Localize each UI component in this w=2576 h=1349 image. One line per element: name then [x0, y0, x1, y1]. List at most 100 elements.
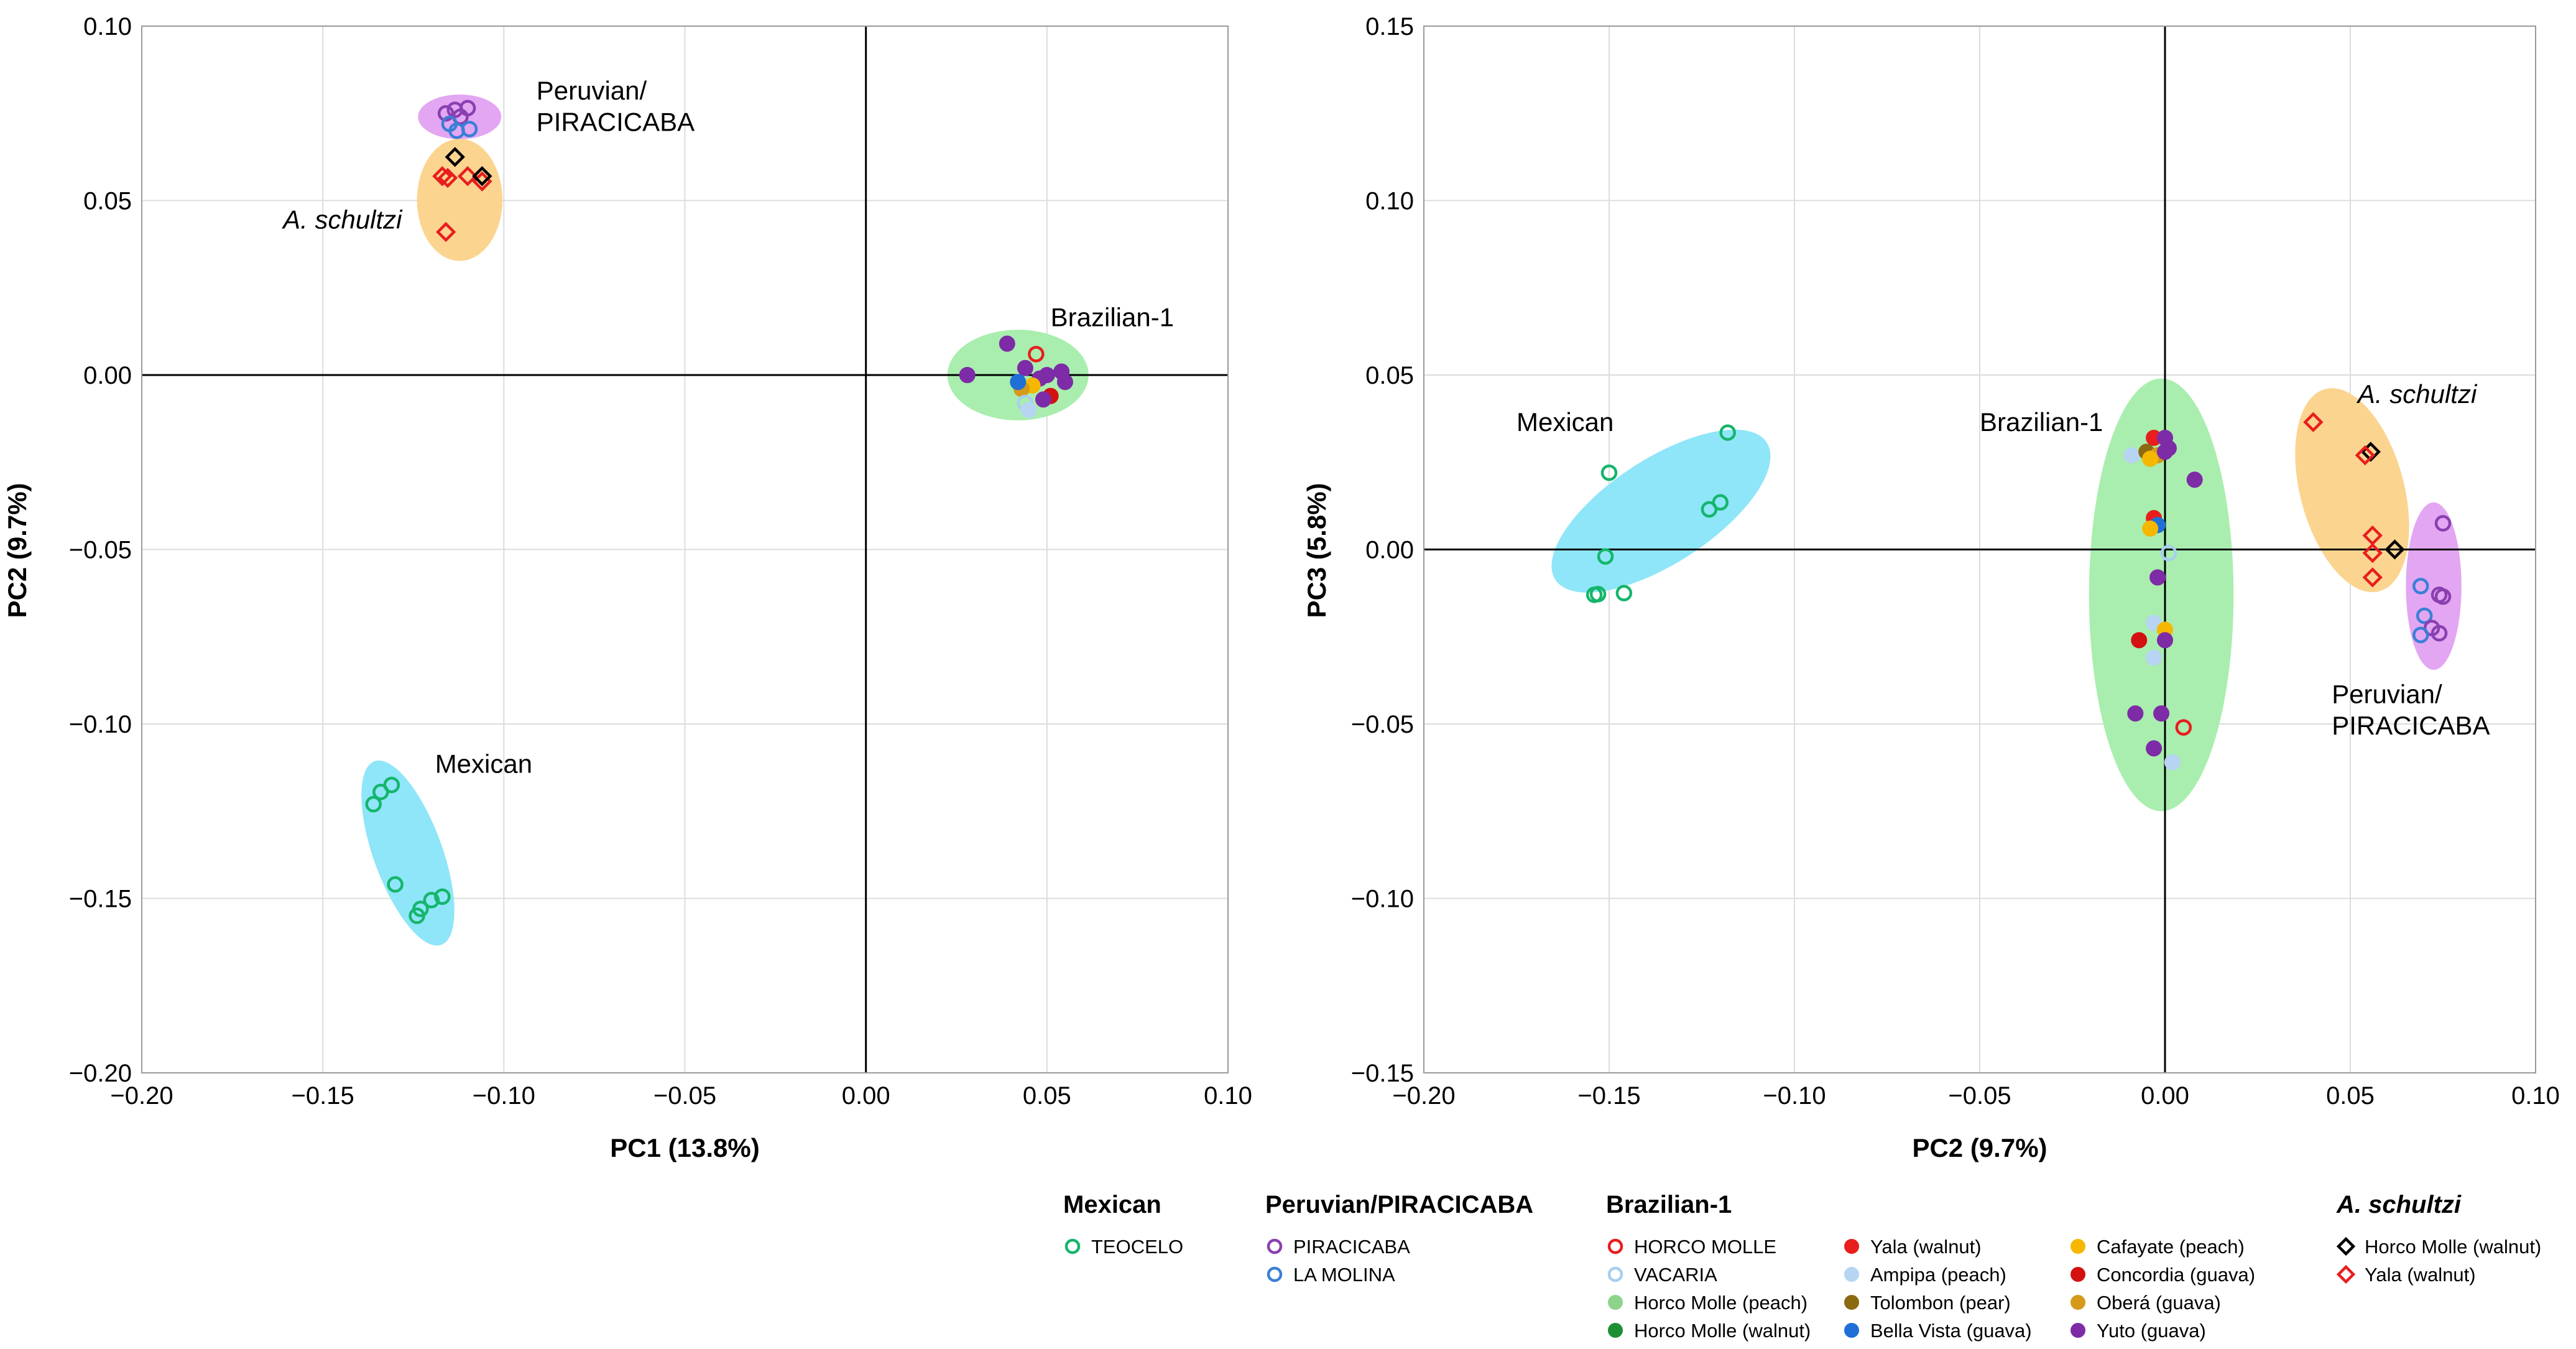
legend-marker-teocelo [1064, 1238, 1081, 1254]
group-label: PIRACICABA [2332, 711, 2490, 740]
group-label: Brazilian-1 [1051, 302, 1174, 331]
group-label: PIRACICABA [537, 107, 695, 136]
data-point-cafayate_peach [2142, 450, 2159, 467]
legend-item-label: Ampipa (peach) [1870, 1264, 2006, 1286]
legend-group-title: A. schultzi [2336, 1191, 2462, 1218]
legend-item-label: Bella Vista (guava) [1870, 1320, 2032, 1342]
data-point-schultzi_yala [437, 167, 458, 188]
legend-marker-horco_molle_walnut [1608, 1323, 1623, 1338]
legend-marker-vacaria [1607, 1266, 1623, 1282]
data-point-yuto_guava [2146, 740, 2163, 757]
plot-frame [1423, 25, 2536, 1073]
data-point-ampipa_peach [1020, 402, 1037, 419]
data-point-yuto_guava [959, 367, 976, 383]
data-point-schultzi_yala [2355, 445, 2376, 466]
legend-marker-cafayate_peach [2070, 1239, 2085, 1254]
legend-marker-horco_molle [1607, 1238, 1623, 1254]
y-tick-label: −0.20 [69, 1060, 132, 1087]
y-tick-label: 0.15 [1365, 13, 1414, 40]
y-tick-label: −0.05 [1351, 711, 1414, 738]
legend-marker-la_molina [1267, 1266, 1283, 1282]
data-point-piracicaba [2434, 588, 2452, 605]
data-point-vacaria [2160, 544, 2177, 562]
legend-marker-concordia_guava [2070, 1267, 2085, 1282]
data-point-concordia_guava [2131, 632, 2148, 649]
y-tick-label: −0.10 [69, 711, 132, 738]
data-point-teocelo [1600, 464, 1618, 481]
legend-item-label: HORCO MOLLE [1634, 1236, 1776, 1258]
data-point-teocelo [409, 907, 425, 924]
data-point-yuto_guava [2186, 471, 2203, 488]
x-tick-label: −0.15 [292, 1082, 354, 1110]
data-point-yuto_guava [2160, 440, 2177, 457]
y-axis-label: PC3 (5.8%) [1302, 483, 1331, 618]
x-axis-label: PC1 (13.8%) [610, 1133, 759, 1162]
legend-item-label: Horco Molle (peach) [1634, 1292, 1807, 1314]
y-tick-label: 0.00 [83, 362, 132, 389]
data-point-ampipa_peach [2146, 649, 2163, 666]
legend-item-label: LA MOLINA [1293, 1264, 1395, 1286]
data-point-cafayate_peach [2142, 520, 2159, 537]
data-point-la_molina [2412, 578, 2429, 595]
legend-group-title: Mexican [1063, 1191, 1161, 1218]
x-tick-label: 0.05 [2326, 1082, 2375, 1110]
legend-marker-obera_guava [2070, 1295, 2085, 1310]
y-tick-label: 0.10 [83, 13, 132, 40]
group-label: Brazilian-1 [1980, 407, 2103, 437]
x-tick-label: −0.15 [1577, 1082, 1640, 1110]
group-label: Mexican [435, 749, 532, 779]
y-tick-label: 0.05 [1365, 362, 1414, 389]
y-tick-label: −0.15 [1351, 1060, 1414, 1087]
group-label: Peruvian/ [2332, 679, 2442, 708]
group-label: A. schultzi [2356, 379, 2478, 409]
x-tick-label: −0.05 [1948, 1082, 2011, 1110]
data-point-yuto_guava [2127, 705, 2144, 722]
legend-item-label: Yuto (guava) [2097, 1320, 2206, 1342]
data-point-yuto_guava [2153, 705, 2170, 722]
data-point-la_molina [2416, 607, 2433, 624]
x-tick-label: 0.00 [2141, 1082, 2189, 1110]
group-label: A. schultzi [281, 205, 403, 234]
data-point-teocelo [387, 876, 404, 893]
data-point-horco_molle [2175, 719, 2192, 736]
x-tick-label: 0.05 [1023, 1082, 1071, 1110]
y-tick-label: −0.15 [69, 886, 132, 913]
cluster-ellipse-schultzi [417, 139, 503, 261]
data-point-piracicaba [2431, 624, 2448, 642]
data-point-la_molina [461, 121, 478, 137]
data-point-schultzi_yala [2362, 542, 2383, 563]
y-tick-label: 0.05 [83, 188, 132, 215]
data-point-teocelo [1719, 424, 1736, 441]
legend-item-label: Horco Molle (walnut) [2365, 1236, 2541, 1258]
data-point-teocelo [434, 888, 451, 905]
y-axis-label: PC2 (9.7%) [2, 483, 32, 618]
legend-marker-schultzi_yala [2336, 1264, 2356, 1284]
y-tick-label: −0.05 [69, 537, 132, 564]
legend-item-label: TEOCELO [1091, 1236, 1183, 1258]
cluster-ellipse-schultzi [2295, 388, 2409, 593]
group-label: Peruvian/ [537, 76, 647, 105]
data-point-teocelo [372, 784, 389, 800]
x-tick-label: 0.00 [842, 1082, 890, 1110]
data-point-schultzi_yala [432, 166, 453, 187]
data-point-teocelo [1597, 548, 1614, 565]
data-point-schultzi_yala [2303, 412, 2324, 432]
legend-item-label: Oberá (guava) [2097, 1292, 2221, 1314]
legend-item-label: Cafayate (peach) [2097, 1236, 2245, 1258]
legend-marker-schultzi_horco [2336, 1236, 2356, 1256]
x-tick-label: 0.10 [1204, 1082, 1252, 1110]
legend-group: Brazilian-1 HORCO MOLLE VACARIA Horco Molle… [1606, 1191, 2255, 1342]
legend-item-label: Horco Molle (walnut) [1634, 1320, 1811, 1342]
legend-marker-horco_molle_peach [1608, 1295, 1623, 1310]
legend-group-title: Peruvian/PIRACICABA [1265, 1191, 1533, 1218]
x-axis-label: PC2 (9.7%) [1912, 1133, 2047, 1162]
legend-group: A. schultzi Horco Molle (walnut) Yala (wal… [2336, 1191, 2541, 1286]
chart-panel-right: −0.20 −0.15 −0.10 −0.05 0.00 0.05 0.100.150.10… [1302, 13, 2560, 1162]
data-point-horco_molle [1028, 346, 1045, 363]
chart-panel-left: −0.20 −0.15 −0.10 −0.05 0.00 0.05 0.10 0.10 0.05… [2, 13, 1252, 1162]
data-point-schultzi_horco [472, 166, 492, 187]
x-tick-label: −0.05 [653, 1082, 716, 1110]
data-point-yuto_guava [2157, 632, 2173, 649]
